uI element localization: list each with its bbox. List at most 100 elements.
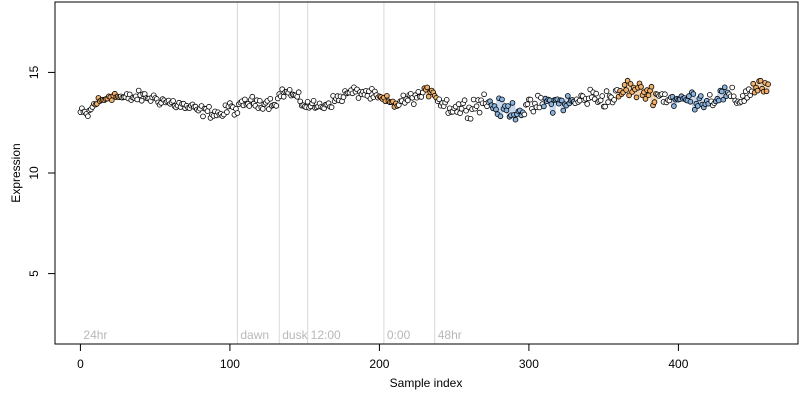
data-point <box>548 101 555 107</box>
data-point <box>729 84 735 91</box>
data-point <box>509 100 516 106</box>
data-point <box>558 97 565 104</box>
data-point <box>750 80 756 87</box>
annotation-label: 12:00 <box>311 328 341 342</box>
annotation-label: 24hr <box>83 328 107 342</box>
data-point <box>686 93 692 99</box>
y-tick-label: 10 <box>27 166 41 180</box>
data-point <box>481 91 487 98</box>
data-point <box>242 96 248 103</box>
data-point <box>267 96 274 102</box>
data-point <box>697 93 704 99</box>
data-point <box>384 93 390 99</box>
data-point <box>671 103 677 109</box>
data-point <box>757 77 764 84</box>
data-point <box>443 97 450 103</box>
data-point <box>473 103 480 109</box>
data-point <box>138 98 145 104</box>
data-point <box>249 93 256 100</box>
data-point <box>400 92 407 99</box>
x-tick-label: 400 <box>668 357 688 371</box>
data-point <box>224 109 230 115</box>
data-point <box>721 84 728 91</box>
data-point <box>170 98 176 104</box>
data-point <box>593 90 599 97</box>
data-point <box>739 93 746 99</box>
data-point <box>662 91 668 97</box>
data-point <box>690 91 697 97</box>
data-point <box>538 95 544 101</box>
data-point <box>458 106 465 112</box>
data-point <box>499 96 505 103</box>
data-point <box>651 99 658 105</box>
data-point <box>109 97 115 103</box>
data-point <box>541 103 547 110</box>
data-point <box>355 95 362 101</box>
data-point <box>584 101 590 107</box>
data-point <box>493 106 499 113</box>
data-point <box>470 96 477 103</box>
annotation-labels: 24hr dawn dusk 12:00 0:00 48hr <box>83 328 461 342</box>
x-tick-label: 200 <box>369 357 389 371</box>
data-point <box>642 96 649 102</box>
data-point <box>455 101 462 107</box>
data-point <box>310 98 317 104</box>
data-point <box>512 116 519 123</box>
x-tick-label: 300 <box>519 357 539 371</box>
data-point <box>603 88 610 94</box>
data-point <box>576 97 583 104</box>
data-point <box>280 94 287 100</box>
data-point <box>85 113 91 119</box>
data-point <box>763 88 770 95</box>
data-point <box>524 101 531 107</box>
data-point <box>638 84 644 90</box>
data-point <box>286 87 293 93</box>
data-point <box>687 99 694 105</box>
annotation-label: dawn <box>240 328 269 342</box>
data-point <box>135 87 142 94</box>
data-point <box>415 89 422 95</box>
data-point <box>706 92 713 98</box>
data-point <box>715 97 722 104</box>
x-axis: 0 100 200 300 400 <box>77 344 689 371</box>
data-point <box>691 106 698 113</box>
data-point <box>549 110 556 116</box>
annotation-label: 0:00 <box>387 328 411 342</box>
data-point <box>694 103 701 109</box>
data-point <box>626 92 632 99</box>
data-point <box>404 97 411 104</box>
data-point <box>467 116 474 122</box>
data-point <box>602 103 608 110</box>
y-axis: 5 10 15 <box>27 65 55 277</box>
x-axis-title: Sample index <box>390 376 463 390</box>
data-point <box>627 81 634 87</box>
data-point <box>328 104 335 110</box>
data-point <box>246 103 253 109</box>
data-point <box>294 94 301 100</box>
data-point <box>605 99 611 105</box>
data-point <box>476 109 483 116</box>
data-point <box>505 103 511 109</box>
x-tick-label: 0 <box>77 357 84 371</box>
x-tick-label: 100 <box>220 357 240 371</box>
data-point <box>234 110 241 116</box>
annotation-label: dusk <box>282 328 308 342</box>
data-point <box>206 103 212 110</box>
data-points <box>77 77 771 123</box>
data-point <box>564 93 571 99</box>
data-point <box>720 96 727 103</box>
data-point <box>527 96 534 103</box>
data-point <box>633 94 640 101</box>
data-point <box>410 101 417 107</box>
y-axis-title: Expression <box>9 143 23 202</box>
data-point <box>259 106 266 112</box>
data-point <box>530 108 537 115</box>
data-point <box>134 96 141 103</box>
data-point <box>256 98 263 104</box>
y-tick-label: 15 <box>27 65 41 79</box>
data-point <box>599 93 605 99</box>
data-point <box>425 93 432 100</box>
data-point <box>718 88 725 95</box>
